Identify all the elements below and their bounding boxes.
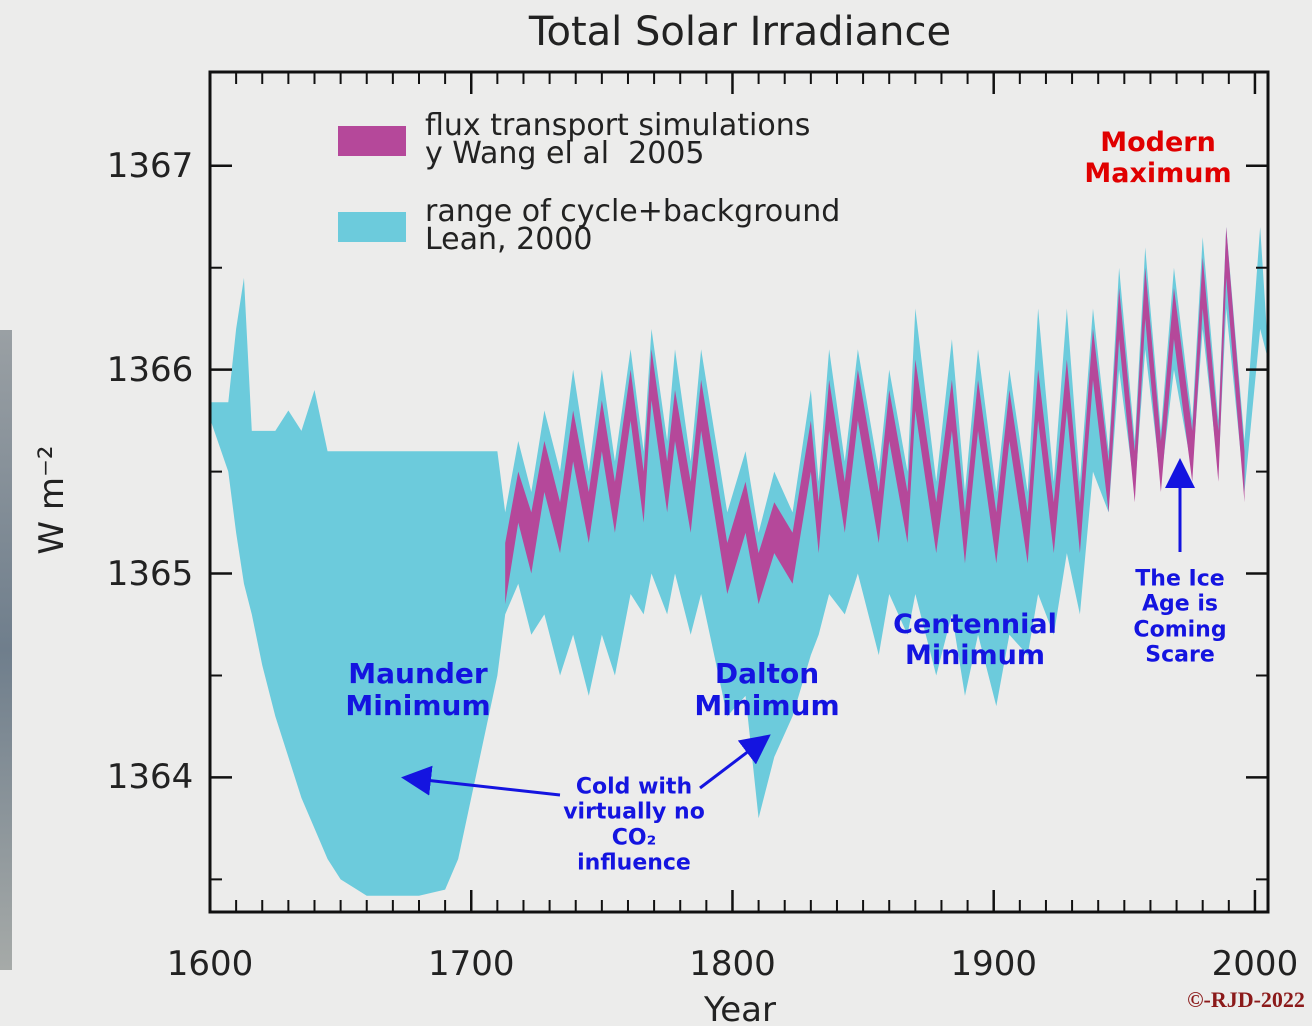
band-area [505, 226, 1245, 605]
arrow [699, 734, 771, 790]
legend-swatch [338, 212, 406, 242]
annotation: Modern Maximum [1084, 126, 1232, 189]
x-tick-label: 1700 [427, 944, 515, 984]
annotation: The Ice Age is Coming Scare [1133, 566, 1227, 668]
y-tick-label: 1366 [106, 349, 194, 390]
x-tick-label: 1600 [166, 944, 254, 984]
y-tick-label: 1364 [106, 757, 194, 798]
y-tick-label: 1365 [106, 553, 194, 594]
x-tick-label: 2000 [1211, 944, 1299, 984]
y-tick-label: 1367 [106, 145, 194, 186]
credit: ©-RJD-2022 [1187, 987, 1305, 1012]
x-axis-label: Year [704, 990, 776, 1026]
legend-label: range of cycle+background Lean, 2000 [425, 194, 841, 257]
y-axis-label: W m⁻² [32, 445, 72, 555]
annotation: Centennial Minimum [893, 608, 1057, 671]
annotation: Dalton Minimum [694, 656, 840, 722]
arrow [401, 765, 561, 797]
photo-strip [0, 330, 12, 970]
plot-area [208, 70, 1270, 914]
band-area [210, 226, 1268, 896]
chart-title: Total Solar Irradiance [528, 9, 952, 55]
legend-label: flux transport simulations y Wang el al … [425, 108, 811, 171]
plot-frame [208, 70, 1270, 914]
x-tick-label: 1900 [950, 944, 1037, 984]
annotation: Maunder Minimum [345, 656, 491, 722]
x-tick-label: 1800 [689, 944, 776, 984]
annotation: Cold with virtually no CO₂ influence [563, 774, 705, 876]
legend-swatch [338, 126, 406, 156]
